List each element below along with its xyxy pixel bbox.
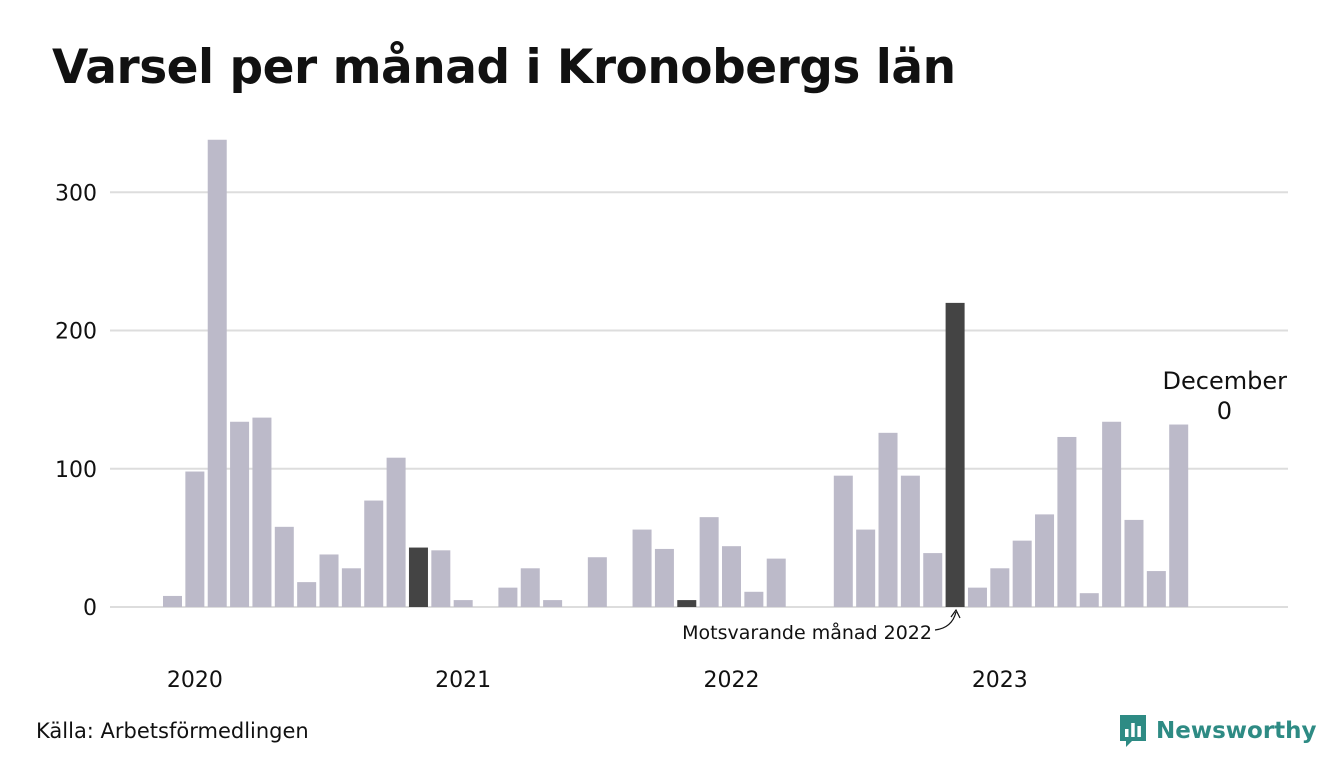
bar (520, 568, 540, 607)
bar (967, 587, 987, 607)
annotations: December 0 Motsvarande månad 2022 (682, 367, 1287, 644)
bar (207, 139, 227, 607)
bar (386, 457, 406, 607)
bar (297, 582, 317, 607)
bar-highlight (408, 547, 428, 607)
bar (1124, 519, 1144, 607)
brand-name: Newsworthy (1156, 718, 1317, 744)
x-axis-year-labels: 2020 2021 2022 2023 (167, 668, 1028, 693)
bar (900, 475, 920, 607)
bar (341, 568, 361, 607)
bar (632, 529, 652, 607)
bar (230, 421, 250, 607)
bar (654, 548, 674, 607)
y-tick-label: 100 (55, 458, 97, 483)
bar (1057, 436, 1077, 607)
y-tick-label: 200 (55, 320, 97, 345)
bar (722, 546, 741, 607)
compare-month-label: Motsvarande månad 2022 (682, 621, 932, 644)
bar (1012, 540, 1032, 607)
bar (744, 591, 764, 607)
bar (431, 550, 451, 607)
y-tick-label: 0 (83, 596, 97, 621)
bar (1079, 593, 1099, 607)
source-label: Källa: Arbetsförmedlingen (36, 719, 309, 743)
last-month-label: December (1163, 367, 1288, 395)
y-tick-label: 300 (55, 181, 97, 206)
bar (923, 553, 943, 607)
x-tick-label: 2022 (704, 668, 760, 693)
bar (1169, 424, 1189, 607)
bar (1035, 514, 1055, 607)
bar (587, 557, 607, 607)
compare-arrow-head (950, 608, 961, 619)
bar-chart-logo-icon (1120, 715, 1146, 747)
bar (498, 587, 518, 607)
compare-arrow (934, 611, 957, 631)
bars (163, 139, 1189, 607)
bar (543, 600, 563, 607)
x-tick-label: 2020 (167, 668, 223, 693)
bar (699, 517, 719, 607)
last-month-value: 0 (1217, 397, 1232, 425)
bar (1146, 571, 1166, 607)
y-axis-ticks: 0 100 200 300 (55, 181, 97, 621)
bar (364, 500, 384, 607)
x-tick-label: 2023 (972, 668, 1028, 693)
bar (833, 475, 853, 607)
x-tick-label: 2021 (435, 668, 491, 693)
bar (185, 471, 205, 607)
bar (878, 432, 898, 607)
bar (319, 554, 339, 607)
bar (453, 600, 473, 607)
bar-highlight (945, 302, 965, 607)
bar (252, 417, 272, 607)
bar (856, 529, 876, 607)
bar (1102, 421, 1122, 607)
bar (274, 526, 294, 607)
bar-highlight (677, 600, 697, 607)
bar (766, 558, 786, 607)
bar (990, 568, 1010, 607)
chart-title: Varsel per månad i Kronobergs län (52, 40, 956, 95)
bar (163, 595, 182, 607)
brand-logo: Newsworthy (1118, 713, 1317, 749)
